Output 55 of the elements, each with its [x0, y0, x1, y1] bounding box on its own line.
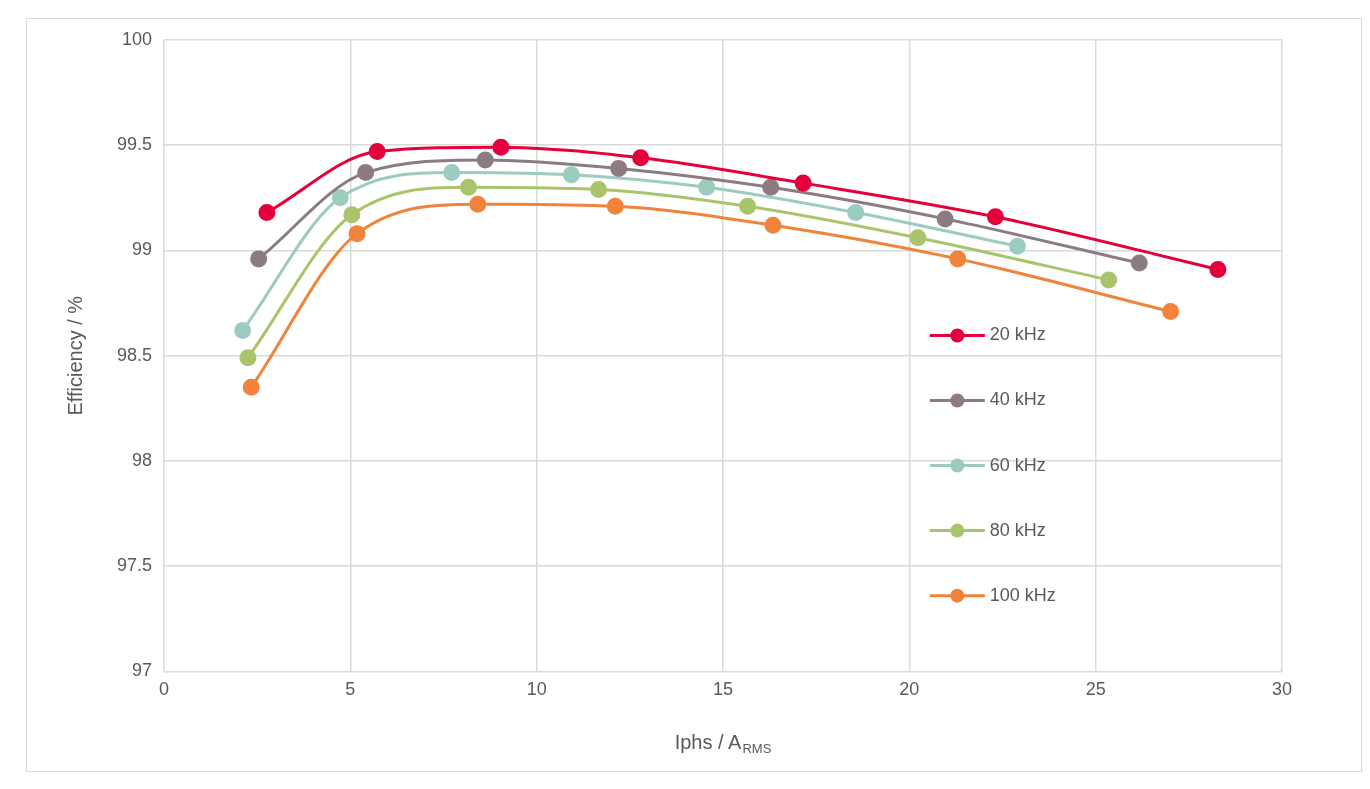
point [476, 151, 494, 169]
x-tick-label: 10 [526, 679, 547, 700]
point [739, 197, 757, 215]
point [764, 216, 782, 234]
x-tick-label: 0 [159, 679, 170, 700]
x-tick-label: 25 [1085, 679, 1106, 700]
point [443, 164, 461, 182]
point [610, 159, 628, 177]
point [949, 250, 967, 268]
legend-label: 20 kHz [989, 324, 1046, 345]
point [343, 206, 361, 224]
y-tick-label: 97.5 [116, 555, 153, 576]
point [239, 349, 257, 367]
point [986, 208, 1004, 226]
legend-label: 40 kHz [989, 389, 1046, 410]
point [762, 178, 780, 196]
point [469, 195, 487, 213]
point [936, 210, 954, 228]
y-tick-label: 99 [132, 239, 153, 260]
point [698, 178, 716, 196]
point [348, 225, 366, 243]
point [331, 189, 349, 207]
point [1008, 237, 1026, 255]
point [1130, 254, 1148, 272]
point [1162, 303, 1180, 320]
point [632, 149, 650, 167]
point [794, 174, 812, 192]
x-tick-label: 30 [1271, 679, 1293, 700]
x-tick-label: 20 [899, 679, 920, 700]
point [1100, 271, 1118, 289]
x-tick-label: 15 [713, 679, 734, 700]
y-axis-title: Efficiency / % [63, 295, 86, 416]
point [258, 204, 276, 222]
point [1209, 260, 1227, 278]
x-tick-label: 5 [345, 679, 356, 700]
point [234, 321, 252, 339]
point [492, 138, 510, 156]
point [368, 143, 386, 161]
y-tick-label: 99.5 [116, 134, 153, 155]
y-tick-label: 97 [132, 660, 153, 681]
point [606, 197, 624, 215]
legend-label: 100 kHz [989, 584, 1056, 605]
point [590, 180, 608, 198]
point [357, 164, 375, 182]
point [250, 250, 268, 268]
y-tick-label: 98 [132, 449, 153, 470]
legend-label: 60 kHz [989, 454, 1046, 475]
point [909, 229, 927, 247]
point [242, 378, 260, 396]
point [459, 178, 477, 196]
legend-label: 80 kHz [989, 519, 1046, 540]
point [847, 204, 865, 222]
y-tick-label: 98.5 [116, 344, 153, 365]
point [562, 166, 580, 184]
y-tick-label: 100 [121, 28, 153, 49]
